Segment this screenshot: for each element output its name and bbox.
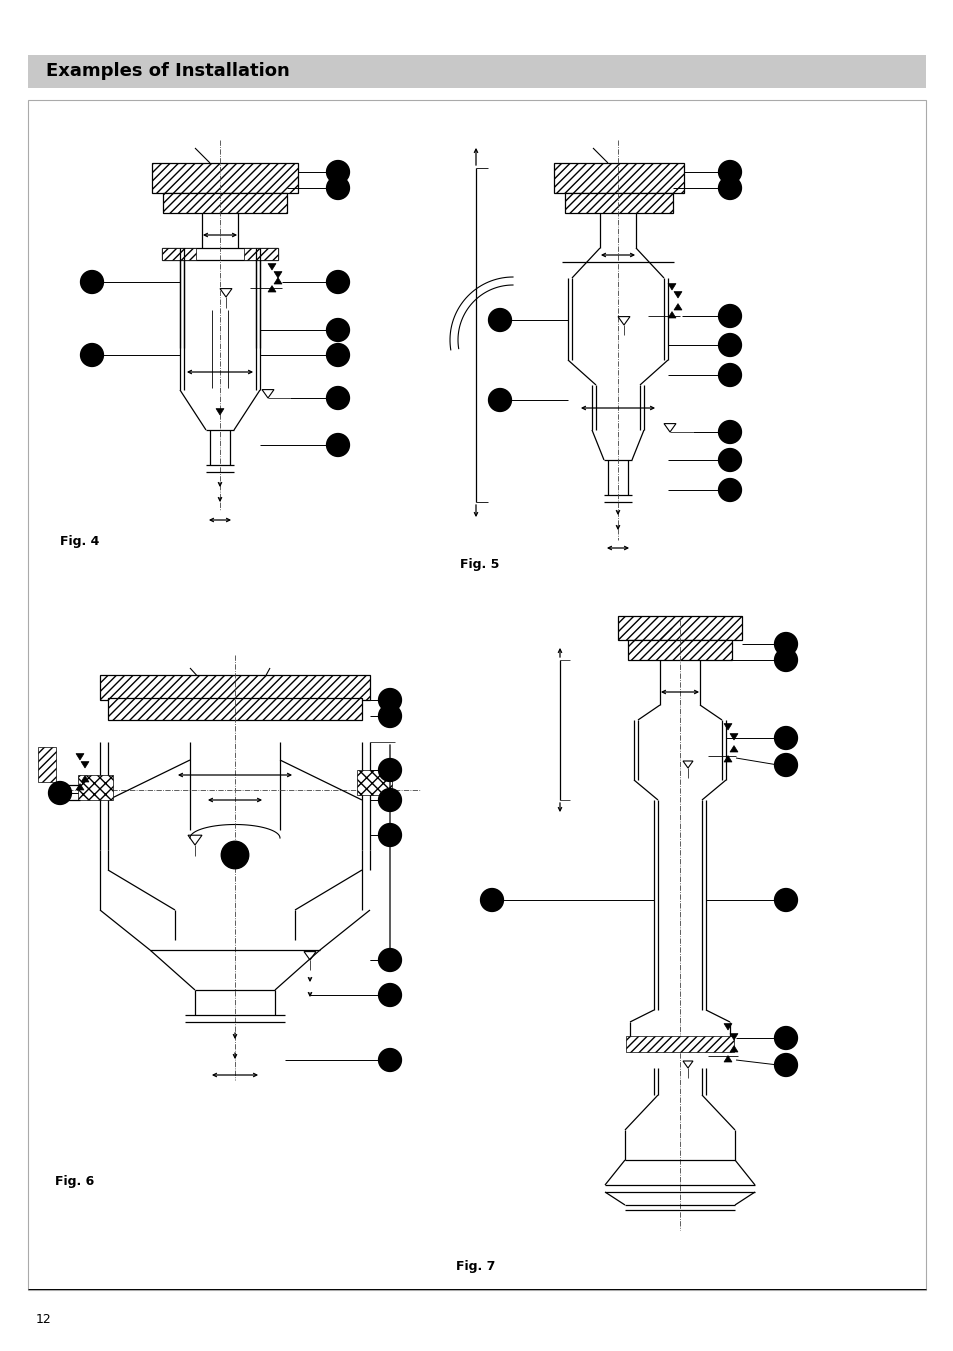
Circle shape: [774, 1054, 797, 1077]
Circle shape: [326, 386, 349, 409]
Circle shape: [774, 1027, 797, 1050]
Bar: [28, 55, 925, 88]
Bar: [163, 193, 287, 213]
Polygon shape: [673, 304, 681, 309]
Bar: [108, 698, 361, 720]
Circle shape: [378, 948, 401, 971]
Circle shape: [378, 689, 401, 712]
Circle shape: [378, 789, 401, 812]
Polygon shape: [215, 408, 224, 415]
Circle shape: [718, 177, 740, 200]
Polygon shape: [81, 762, 89, 767]
Circle shape: [774, 889, 797, 912]
Bar: [356, 770, 392, 794]
Circle shape: [774, 648, 797, 671]
Polygon shape: [667, 284, 676, 290]
Circle shape: [774, 632, 797, 655]
Circle shape: [718, 363, 740, 386]
Circle shape: [326, 434, 349, 457]
Polygon shape: [729, 746, 738, 753]
Polygon shape: [268, 263, 275, 270]
Text: Fig. 5: Fig. 5: [459, 558, 498, 571]
Bar: [625, 1036, 733, 1052]
Text: Fig. 7: Fig. 7: [456, 1260, 495, 1273]
Circle shape: [326, 177, 349, 200]
Circle shape: [326, 343, 349, 366]
Circle shape: [718, 161, 740, 184]
Circle shape: [49, 781, 71, 804]
Circle shape: [718, 478, 740, 501]
Polygon shape: [729, 1046, 738, 1052]
Polygon shape: [673, 292, 681, 299]
Circle shape: [378, 1048, 401, 1071]
Bar: [564, 193, 672, 213]
Text: 12: 12: [36, 1313, 51, 1325]
Circle shape: [378, 824, 401, 847]
Polygon shape: [729, 734, 738, 740]
Text: Examples of Installation: Examples of Installation: [46, 62, 290, 81]
Bar: [618, 616, 741, 640]
Circle shape: [326, 319, 349, 342]
Circle shape: [718, 420, 740, 443]
Circle shape: [378, 758, 401, 781]
Polygon shape: [723, 1055, 731, 1062]
Text: Fig. 4: Fig. 4: [60, 535, 99, 549]
Circle shape: [326, 161, 349, 184]
Bar: [244, 249, 277, 259]
Bar: [38, 747, 56, 782]
Circle shape: [774, 754, 797, 777]
Polygon shape: [274, 272, 282, 278]
Circle shape: [480, 889, 503, 912]
Polygon shape: [723, 755, 731, 762]
Polygon shape: [268, 285, 275, 292]
Circle shape: [221, 842, 249, 869]
Bar: [627, 640, 731, 661]
Text: Fig. 6: Fig. 6: [55, 1175, 94, 1188]
Polygon shape: [76, 784, 84, 790]
Circle shape: [774, 727, 797, 750]
Bar: [554, 163, 683, 193]
Circle shape: [718, 304, 740, 327]
Circle shape: [80, 270, 103, 293]
Circle shape: [378, 705, 401, 727]
Bar: [152, 163, 297, 193]
Bar: [78, 775, 112, 800]
Bar: [162, 249, 195, 259]
Polygon shape: [729, 1034, 738, 1040]
Polygon shape: [81, 775, 89, 782]
Circle shape: [488, 308, 511, 331]
Circle shape: [488, 389, 511, 412]
Polygon shape: [723, 1024, 731, 1029]
Polygon shape: [76, 754, 84, 761]
Polygon shape: [667, 312, 676, 317]
Circle shape: [378, 984, 401, 1006]
Circle shape: [80, 343, 103, 366]
Polygon shape: [274, 277, 282, 284]
Polygon shape: [723, 724, 731, 730]
Bar: [100, 676, 370, 700]
Circle shape: [326, 270, 349, 293]
Circle shape: [718, 449, 740, 471]
Bar: [28, 100, 925, 1290]
Circle shape: [718, 334, 740, 357]
